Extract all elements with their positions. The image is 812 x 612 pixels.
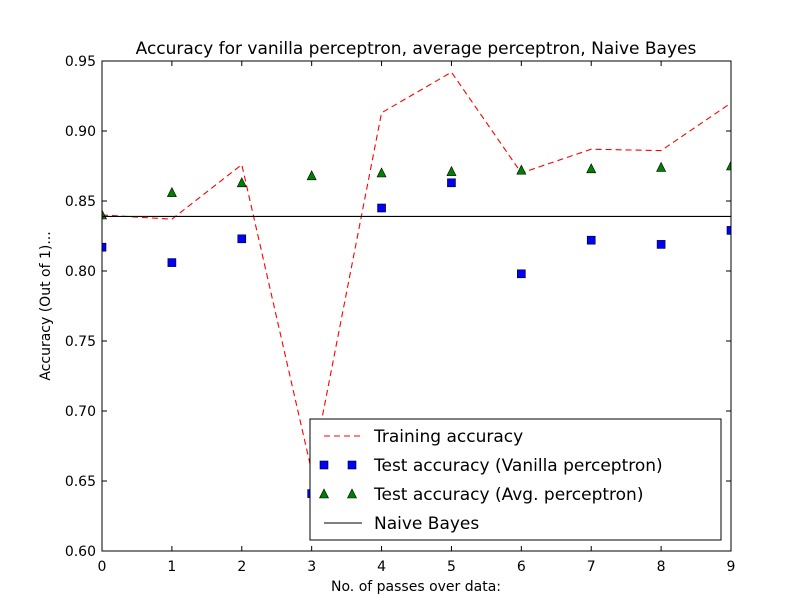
x-tick-label: 1 — [167, 559, 176, 575]
x-tick-label: 7 — [587, 559, 596, 575]
series-2-point — [446, 165, 457, 176]
series-1-point — [167, 258, 177, 267]
x-tick-label: 2 — [237, 559, 246, 575]
x-axis-label: No. of passes over data: — [331, 579, 501, 595]
series-2-point — [236, 177, 247, 188]
series-2-point — [516, 164, 527, 175]
y-tick-label: 0.65 — [65, 474, 96, 490]
legend-swatch-1-b — [347, 460, 357, 470]
x-tick-label: 5 — [447, 559, 456, 575]
y-tick-label: 0.90 — [65, 124, 96, 140]
series-1-point — [726, 226, 731, 235]
x-tick-label: 9 — [727, 559, 736, 575]
y-tick-label: 0.95 — [65, 54, 96, 70]
legend-label-2: Test accuracy (Avg. perceptron) — [373, 485, 643, 505]
series-1-point — [517, 269, 526, 279]
legend-label-0: Training accuracy — [373, 427, 523, 447]
legend-label-1: Test accuracy (Vanilla perceptron) — [373, 456, 663, 476]
series-1-point — [102, 242, 107, 252]
y-tick-label: 0.85 — [65, 194, 96, 210]
series-2-point — [656, 161, 667, 172]
series-1-point — [586, 235, 596, 245]
legend-swatch-2-a — [319, 488, 329, 499]
series-2-point — [306, 170, 317, 181]
series-2-point — [726, 160, 731, 171]
x-tick-label: 8 — [657, 559, 666, 575]
plot-marks — [102, 71, 731, 498]
series-line-0 — [102, 71, 731, 472]
legend-swatch-2-b — [347, 488, 357, 499]
legend-swatch-1-a — [319, 460, 329, 470]
plot-frame — [101, 60, 732, 552]
series-1-point — [237, 234, 247, 244]
y-tick-label: 0.60 — [65, 544, 96, 560]
series-1-point — [447, 178, 456, 188]
series-1-point — [377, 203, 386, 213]
y-tick-label: 0.70 — [65, 404, 96, 420]
chart-title: Accuracy for vanilla perceptron, average… — [136, 39, 697, 59]
x-tick-label: 3 — [307, 559, 316, 575]
y-tick-label: 0.80 — [65, 264, 96, 280]
x-tick-label: 6 — [517, 559, 526, 575]
series-1-point — [656, 240, 666, 249]
y-axis-label: Accuracy (Out of 1)... — [38, 231, 54, 380]
legend-label-3: Naive Bayes — [374, 514, 479, 534]
series-2-point — [586, 163, 597, 174]
series-2-point — [166, 186, 177, 197]
x-tick-label: 4 — [377, 559, 386, 575]
legend-box — [309, 418, 722, 541]
series-2-point — [376, 167, 387, 178]
y-tick-label: 0.75 — [65, 334, 96, 350]
x-tick-label: 0 — [98, 559, 107, 575]
